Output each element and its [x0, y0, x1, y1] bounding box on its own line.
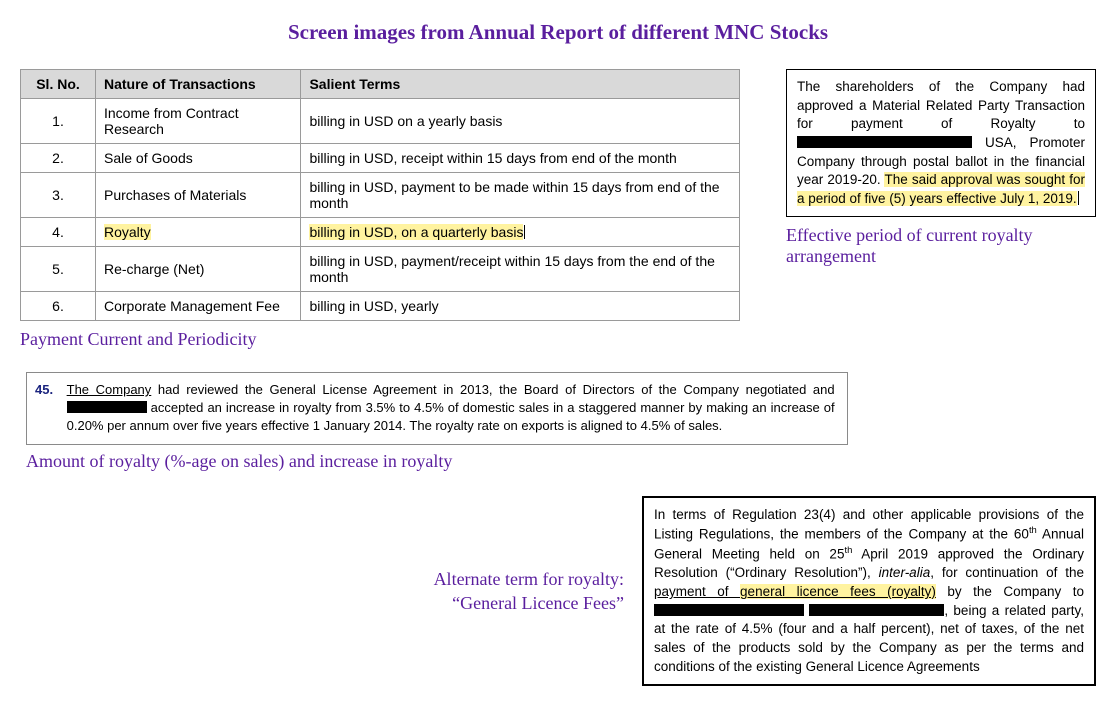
mid-row: 45. The Company had reviewed the General…: [20, 372, 1096, 472]
table-row: 4.Royaltybilling in USD, on a quarterly …: [21, 218, 740, 247]
redacted-name-1: [797, 136, 972, 148]
item-45-text: accepted an increase in royalty from 3.5…: [67, 400, 835, 433]
table-row: 5.Re-charge (Net)billing in USD, payment…: [21, 247, 740, 292]
sup-th-1: th: [1029, 525, 1037, 536]
table-header-row: Sl. No. Nature of Transactions Salient T…: [21, 70, 740, 99]
item-45-body: The Company had reviewed the General Lic…: [67, 381, 835, 436]
text-cursor: [1078, 191, 1079, 205]
mid-caption: Amount of royalty (%-age on sales) and i…: [26, 451, 1096, 472]
bottom-row: Alternate term for royalty: “General Lic…: [20, 496, 1096, 687]
cell-terms: billing in USD on a yearly basis: [301, 99, 740, 144]
cell-nature: Corporate Management Fee: [96, 292, 301, 321]
cell-nature: Sale of Goods: [96, 144, 301, 173]
cell-sl: 5.: [21, 247, 96, 292]
transactions-table: Sl. No. Nature of Transactions Salient T…: [20, 69, 740, 321]
redacted-name-3a: [654, 604, 804, 616]
bottom-caption-l1: Alternate term for royalty:: [434, 569, 624, 589]
top-row: Sl. No. Nature of Transactions Salient T…: [20, 69, 1096, 350]
col-nature: Nature of Transactions: [96, 70, 301, 99]
table-block: Sl. No. Nature of Transactions Salient T…: [20, 69, 740, 350]
cell-sl: 1.: [21, 99, 96, 144]
page-title: Screen images from Annual Report of diff…: [20, 20, 1096, 45]
right-excerpt-caption: Effective period of current royalty arra…: [786, 225, 1096, 267]
glf-text: , for continuation of the: [930, 565, 1084, 580]
cell-sl: 3.: [21, 173, 96, 218]
table-caption: Payment Current and Periodicity: [20, 329, 740, 350]
redacted-name-2: [67, 401, 147, 413]
glf-highlight: general licence fees (royalty): [740, 584, 936, 599]
cell-terms: billing in USD, receipt within 15 days f…: [301, 144, 740, 173]
table-row: 6.Corporate Management Feebilling in USD…: [21, 292, 740, 321]
company-underline: The Company: [67, 382, 152, 397]
cell-nature: Re-charge (Net): [96, 247, 301, 292]
redacted-name-3b: [809, 604, 944, 616]
col-terms: Salient Terms: [301, 70, 740, 99]
payment-of-underline: payment of: [654, 584, 740, 599]
bottom-caption: Alternate term for royalty: “General Lic…: [434, 567, 624, 616]
cell-terms: billing in USD, payment to be made withi…: [301, 173, 740, 218]
cell-nature: Income from Contract Research: [96, 99, 301, 144]
cell-nature: Purchases of Materials: [96, 173, 301, 218]
cell-terms: billing in USD, payment/receipt within 1…: [301, 247, 740, 292]
cell-sl: 4.: [21, 218, 96, 247]
bottom-caption-l2: “General Licence Fees”: [452, 593, 624, 613]
item-45-text: had reviewed the General License Agreeme…: [151, 382, 834, 397]
text-cursor: [524, 225, 525, 239]
table-row: 2.Sale of Goodsbilling in USD, receipt w…: [21, 144, 740, 173]
table-row: 1.Income from Contract Researchbilling i…: [21, 99, 740, 144]
cell-sl: 6.: [21, 292, 96, 321]
excerpt-box-45: 45. The Company had reviewed the General…: [26, 372, 848, 445]
right-excerpt-block: The shareholders of the Company had appr…: [786, 69, 1096, 267]
table-row: 3.Purchases of Materialsbilling in USD, …: [21, 173, 740, 218]
excerpt-box-general-licence: In terms of Regulation 23(4) and other a…: [642, 496, 1096, 687]
cell-nature: Royalty: [96, 218, 301, 247]
inter-alia: inter-alia: [879, 565, 931, 580]
col-sl-no: Sl. No.: [21, 70, 96, 99]
excerpt-text: The shareholders of the Company had appr…: [797, 79, 1085, 131]
cell-terms: billing in USD, on a quarterly basis: [301, 218, 740, 247]
glf-text: by the Company to: [936, 584, 1084, 599]
cell-sl: 2.: [21, 144, 96, 173]
glf-text: In terms of Regulation 23(4) and other a…: [654, 507, 1084, 542]
item-number-45: 45.: [35, 381, 63, 399]
excerpt-box-royalty-period: The shareholders of the Company had appr…: [786, 69, 1096, 217]
cell-terms: billing in USD, yearly: [301, 292, 740, 321]
